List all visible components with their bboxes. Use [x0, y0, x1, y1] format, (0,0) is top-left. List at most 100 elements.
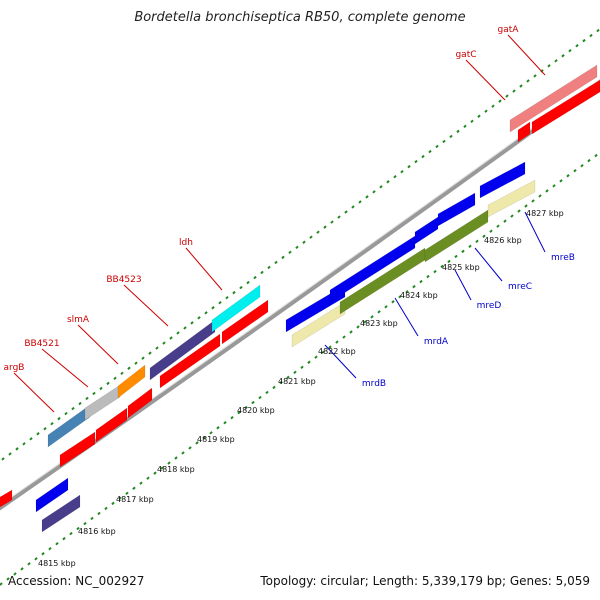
gene-red-4 [159, 333, 221, 389]
lower-track-dot [160, 466, 164, 470]
upper-track-dot [113, 376, 117, 381]
gene-blue-1 [35, 477, 69, 513]
upper-track-dot [155, 346, 159, 350]
lower-track-dot [223, 421, 227, 425]
lower-track-dot [118, 496, 122, 501]
upper-track-dot [281, 255, 285, 260]
upper-track-dot [260, 270, 264, 275]
lower-track-dot [202, 436, 206, 440]
upper-track-dot [484, 109, 488, 113]
feature-track [0, 64, 600, 533]
reverse-gene-2-leader [454, 269, 472, 301]
lower-track-dot [97, 511, 101, 516]
lower-track-dot [41, 552, 45, 556]
upper-track-dot [428, 149, 432, 154]
upper-track-dot [456, 129, 460, 134]
upper-track-dot [106, 381, 110, 386]
upper-track-dot [596, 28, 600, 33]
lower-track-dot [447, 259, 451, 264]
gene-mreB [479, 161, 526, 199]
lower-track-dot [300, 365, 304, 369]
lower-track-dot [545, 189, 549, 193]
upper-track-dot [267, 265, 271, 270]
upper-track-dot [568, 49, 572, 53]
lower-track-dot [307, 360, 311, 364]
upper-track-dot [393, 175, 397, 179]
lower-track-dot [216, 426, 220, 430]
upper-track-dot [253, 275, 257, 280]
upper-track-dot [582, 38, 586, 43]
forward-gene-4-leader [185, 247, 223, 291]
lower-track-dot [76, 526, 80, 531]
lower-track-dot [167, 461, 171, 465]
gene-mrdB [291, 301, 346, 348]
upper-track-dot [78, 401, 82, 406]
gene-BB4521 [84, 384, 121, 421]
lower-track-dot [538, 194, 542, 198]
lower-track-dot [363, 320, 367, 324]
lower-track-dot [328, 345, 332, 349]
page-title: Bordetella bronchiseptica RB50, complete… [134, 10, 466, 25]
gene-blue-4 [437, 192, 476, 227]
scale-tick-label: 4821 kbp [278, 377, 316, 386]
lower-track-dot [265, 390, 269, 395]
upper-track-dot [15, 447, 19, 451]
upper-track-dot [414, 159, 418, 164]
gene-red-3 [127, 387, 153, 419]
lower-track-dot [475, 239, 479, 243]
lower-track-dot [90, 516, 94, 521]
upper-track-dot [246, 280, 250, 285]
upper-track-dot [22, 442, 26, 446]
upper-track-dot [99, 386, 103, 391]
reverse-gene-2-label: mreD [477, 301, 502, 311]
upper-track-dot [36, 432, 40, 436]
lower-track-dot [174, 456, 178, 460]
reverse-gene-3-label: mreC [508, 282, 532, 292]
lower-track-dot [139, 481, 143, 485]
lower-track-dot [83, 521, 87, 526]
lower-track-dot [0, 582, 3, 586]
forward-gene-1-leader [41, 348, 89, 388]
lower-track-dot [482, 234, 486, 238]
forward-gene-4-label: ldh [179, 238, 193, 248]
reverse-gene-3-leader [474, 247, 503, 282]
scale-tick-label: 4825 kbp [442, 263, 480, 272]
upper-track-dot [8, 452, 12, 456]
scale-tick-label: 4818 kbp [157, 465, 195, 474]
lower-track-dot [377, 310, 381, 314]
upper-track-dot [421, 154, 425, 159]
lower-track-dot [272, 385, 276, 390]
scale-tick-label: 4826 kbp [484, 236, 522, 245]
gene-red-7 [531, 79, 600, 135]
lower-track-dot [209, 431, 213, 435]
lower-track-dot [13, 572, 17, 576]
lower-track-dot [48, 547, 52, 551]
lower-dotted-track [0, 153, 598, 586]
reverse-gene-1-leader [394, 297, 419, 337]
scale-tick-label: 4816 kbp [78, 527, 116, 536]
upper-track-dot [386, 180, 390, 184]
lower-track-dot [62, 536, 66, 541]
lower-track-dot [580, 163, 584, 168]
scale-tick-label: 4815 kbp [38, 559, 76, 568]
gene-BB4523 [149, 319, 216, 381]
genome-summary-text: Topology: circular; Length: 5,339,179 bp… [260, 574, 590, 588]
lower-track-dot [6, 577, 10, 581]
upper-track-dot [57, 416, 61, 421]
lower-track-dot [384, 305, 388, 309]
lower-track-dot [566, 174, 570, 178]
upper-track-dot [533, 74, 537, 78]
upper-track-dot [365, 195, 369, 199]
upper-dotted-track [1, 28, 600, 461]
reverse-gene-0-label: mrdB [362, 379, 386, 389]
gene-ldh [211, 284, 261, 333]
forward-gene-5-label: gatC [455, 50, 476, 60]
forward-gene-3-leader [123, 284, 169, 327]
forward-gene-2-label: slmA [67, 315, 90, 325]
lower-track-dot [559, 179, 563, 183]
upper-track-dot [148, 351, 152, 355]
lower-track-dot [426, 274, 430, 279]
upper-track-dot [162, 341, 166, 345]
upper-track-dot [288, 250, 292, 255]
